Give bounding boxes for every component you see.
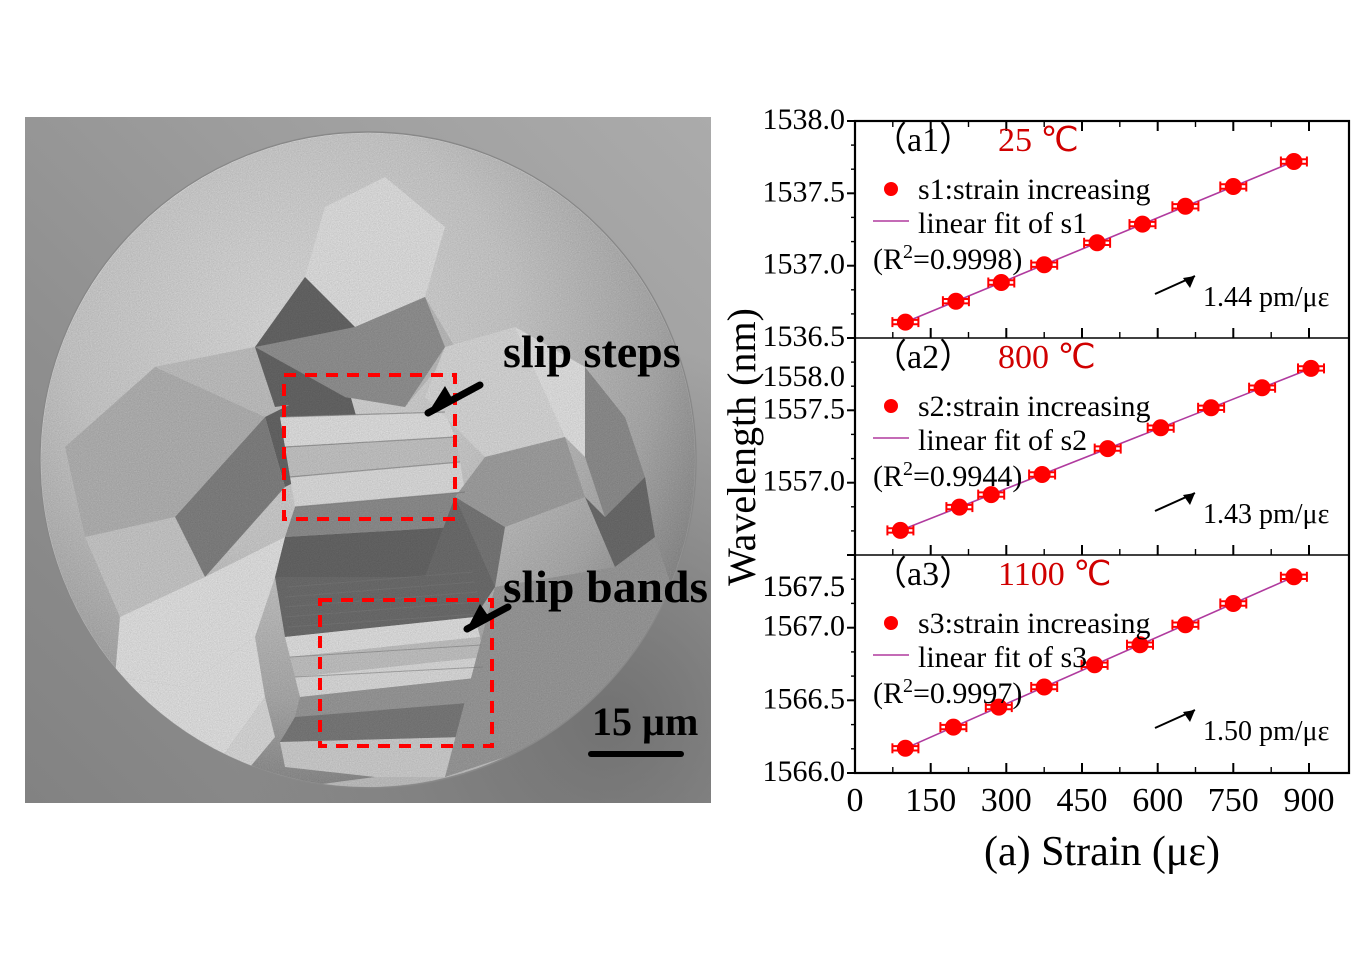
- svg-text:s1:strain increasing: s1:strain increasing: [918, 173, 1150, 206]
- svg-text:linear fit of s2: linear fit of s2: [918, 424, 1087, 457]
- svg-text:750: 750: [1208, 782, 1259, 819]
- svg-text:1566.0: 1566.0: [763, 755, 846, 788]
- svg-text:linear fit of s3: linear fit of s3: [918, 641, 1087, 674]
- svg-text:1566.5: 1566.5: [763, 682, 846, 715]
- svg-text:（a3）: （a3）: [873, 555, 973, 593]
- svg-text:1567.5: 1567.5: [763, 570, 846, 603]
- svg-text:1.43 pm/με: 1.43 pm/με: [1203, 499, 1329, 530]
- svg-text:1537.0: 1537.0: [763, 248, 846, 281]
- svg-text:1557.0: 1557.0: [763, 465, 846, 498]
- svg-text:1536.5: 1536.5: [763, 320, 846, 353]
- svg-text:（a2）: （a2）: [873, 338, 973, 376]
- svg-text:150: 150: [905, 782, 956, 819]
- svg-text:Wavelength (nm): Wavelength (nm): [719, 308, 764, 586]
- svg-text:1558.0: 1558.0: [763, 360, 846, 393]
- svg-text:0: 0: [847, 782, 864, 819]
- svg-text:1557.5: 1557.5: [763, 392, 846, 425]
- svg-text:(a) Strain (με): (a) Strain (με): [984, 829, 1220, 875]
- svg-text:linear fit of s1: linear fit of s1: [918, 207, 1087, 240]
- svg-text:1567.0: 1567.0: [763, 610, 846, 643]
- svg-text:(R2=0.9944): (R2=0.9944): [873, 458, 1022, 493]
- svg-text:1100 ℃: 1100 ℃: [998, 556, 1111, 593]
- svg-text:1538.0: 1538.0: [763, 103, 846, 136]
- svg-text:900: 900: [1284, 782, 1335, 819]
- svg-text:1.50 pm/με: 1.50 pm/με: [1203, 716, 1329, 747]
- svg-text:1537.5: 1537.5: [763, 175, 846, 208]
- svg-text:s3:strain increasing: s3:strain increasing: [918, 607, 1150, 640]
- svg-text:300: 300: [981, 782, 1032, 819]
- svg-text:1.44 pm/με: 1.44 pm/με: [1203, 282, 1329, 313]
- svg-text:450: 450: [1057, 782, 1108, 819]
- svg-text:s2:strain increasing: s2:strain increasing: [918, 390, 1150, 423]
- svg-text:（a1）: （a1）: [873, 121, 973, 159]
- svg-text:600: 600: [1132, 782, 1183, 819]
- svg-text:800 ℃: 800 ℃: [998, 339, 1096, 376]
- svg-text:(R2=0.9997): (R2=0.9997): [873, 675, 1022, 710]
- svg-text:(R2=0.9998): (R2=0.9998): [873, 241, 1022, 276]
- svg-text:25 ℃: 25 ℃: [998, 122, 1079, 159]
